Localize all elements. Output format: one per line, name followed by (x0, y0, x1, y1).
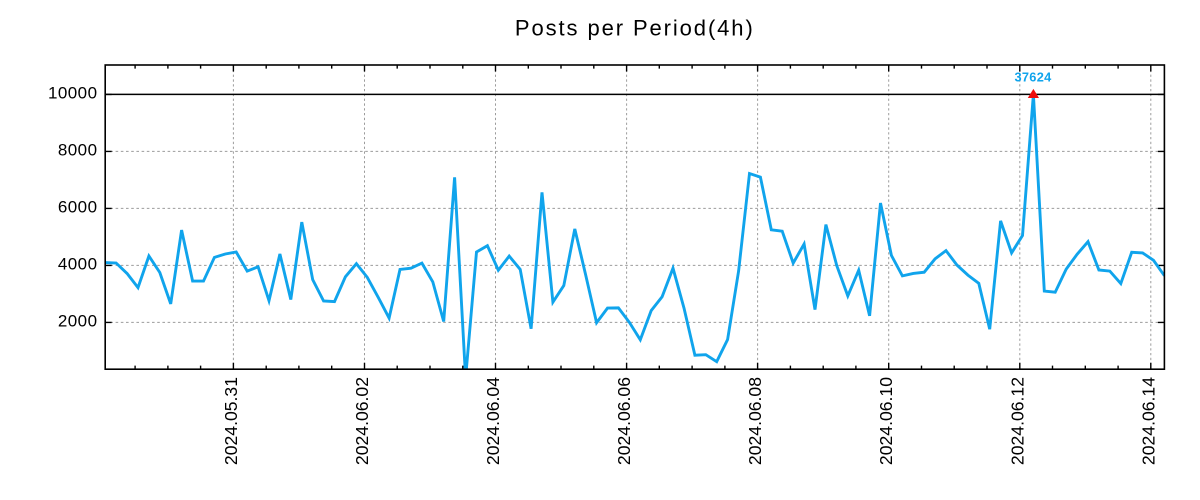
svg-text:10000: 10000 (48, 84, 98, 103)
svg-text:Posts per Period(4h): Posts per Period(4h) (515, 16, 755, 41)
svg-text:2024.06.06: 2024.06.06 (614, 377, 634, 465)
svg-text:2000: 2000 (58, 312, 98, 331)
svg-text:2024.06.08: 2024.06.08 (745, 377, 765, 465)
svg-text:2024.06.14: 2024.06.14 (1138, 377, 1158, 465)
svg-text:6000: 6000 (58, 198, 98, 217)
svg-text:2024.06.02: 2024.06.02 (352, 377, 372, 465)
svg-text:2024.05.31: 2024.05.31 (221, 377, 241, 465)
svg-text:2024.06.12: 2024.06.12 (1007, 377, 1027, 465)
svg-text:2024.06.10: 2024.06.10 (876, 377, 896, 465)
svg-text:37624: 37624 (1014, 69, 1052, 84)
svg-text:2024.06.04: 2024.06.04 (483, 377, 503, 465)
svg-text:8000: 8000 (58, 141, 98, 160)
svg-text:4000: 4000 (58, 255, 98, 274)
